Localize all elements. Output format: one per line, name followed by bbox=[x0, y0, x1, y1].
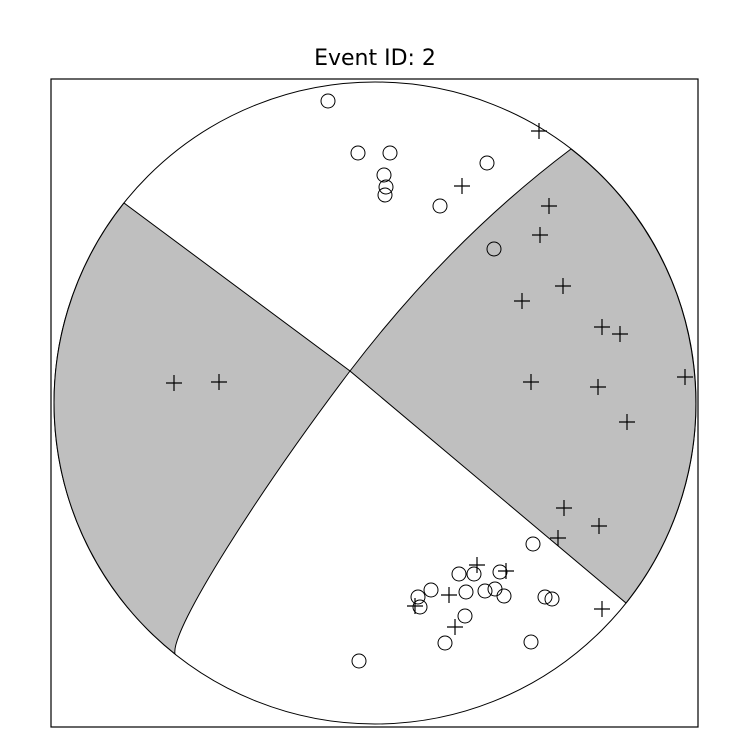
polarity-dilatation bbox=[320, 93, 336, 109]
polarity-dilatation bbox=[423, 582, 439, 598]
polarity-compression bbox=[531, 123, 547, 139]
polarity-dilatation bbox=[477, 583, 493, 599]
polarity-compression bbox=[594, 601, 610, 617]
polarity-dilatation bbox=[496, 588, 512, 604]
polarity-compression bbox=[498, 563, 514, 579]
polarity-compression bbox=[469, 557, 485, 573]
polarity-compression bbox=[541, 198, 557, 214]
polarity-compression bbox=[447, 619, 463, 635]
polarity-compression bbox=[612, 326, 628, 342]
plot-frame bbox=[50, 78, 699, 728]
polarity-dilatation bbox=[466, 566, 482, 582]
polarity-compression bbox=[555, 278, 571, 294]
polarity-compression bbox=[211, 374, 227, 390]
polarity-dilatation bbox=[492, 564, 508, 580]
polarity-compression bbox=[532, 227, 548, 243]
polarity-compression bbox=[441, 587, 457, 603]
polarity-dilatation bbox=[437, 635, 453, 651]
polarity-compression bbox=[619, 414, 635, 430]
polarity-compression bbox=[550, 530, 566, 546]
marks bbox=[166, 93, 693, 669]
polarity-compression bbox=[591, 518, 607, 534]
polarity-dilatation bbox=[523, 634, 539, 650]
polarity-dilatation bbox=[525, 536, 541, 552]
polarity-dilatation bbox=[351, 653, 367, 669]
polarity-dilatation bbox=[544, 591, 560, 607]
polarity-dilatation bbox=[350, 145, 366, 161]
polarity-dilatation bbox=[432, 198, 448, 214]
polarity-dilatation bbox=[451, 566, 467, 582]
polarity-dilatation bbox=[382, 145, 398, 161]
compressional-quadrant bbox=[53, 202, 351, 656]
polarity-compression bbox=[514, 293, 530, 309]
chart-title: Event ID: 2 bbox=[314, 46, 436, 71]
polarity-compression bbox=[590, 379, 606, 395]
polarity-compression bbox=[523, 374, 539, 390]
polarity-dilatation bbox=[458, 584, 474, 600]
polarity-compression bbox=[454, 178, 470, 194]
polarity-compression bbox=[677, 369, 693, 385]
polarity-dilatation bbox=[537, 589, 553, 605]
polarity-dilatation bbox=[376, 167, 392, 183]
polarity-compression bbox=[594, 319, 610, 335]
polarity-dilatation bbox=[412, 599, 428, 615]
polarity-dilatation bbox=[377, 187, 393, 203]
polarity-dilatation bbox=[410, 589, 426, 605]
polarity-dilatation bbox=[486, 241, 502, 257]
polarity-compression bbox=[166, 375, 182, 391]
polarity-dilatation bbox=[378, 179, 394, 195]
polarity-dilatation bbox=[479, 155, 495, 171]
polarity-compression bbox=[407, 598, 423, 614]
compressional-quadrant bbox=[349, 148, 697, 604]
polarity-dilatation bbox=[457, 608, 473, 624]
polarity-compression bbox=[556, 500, 572, 516]
